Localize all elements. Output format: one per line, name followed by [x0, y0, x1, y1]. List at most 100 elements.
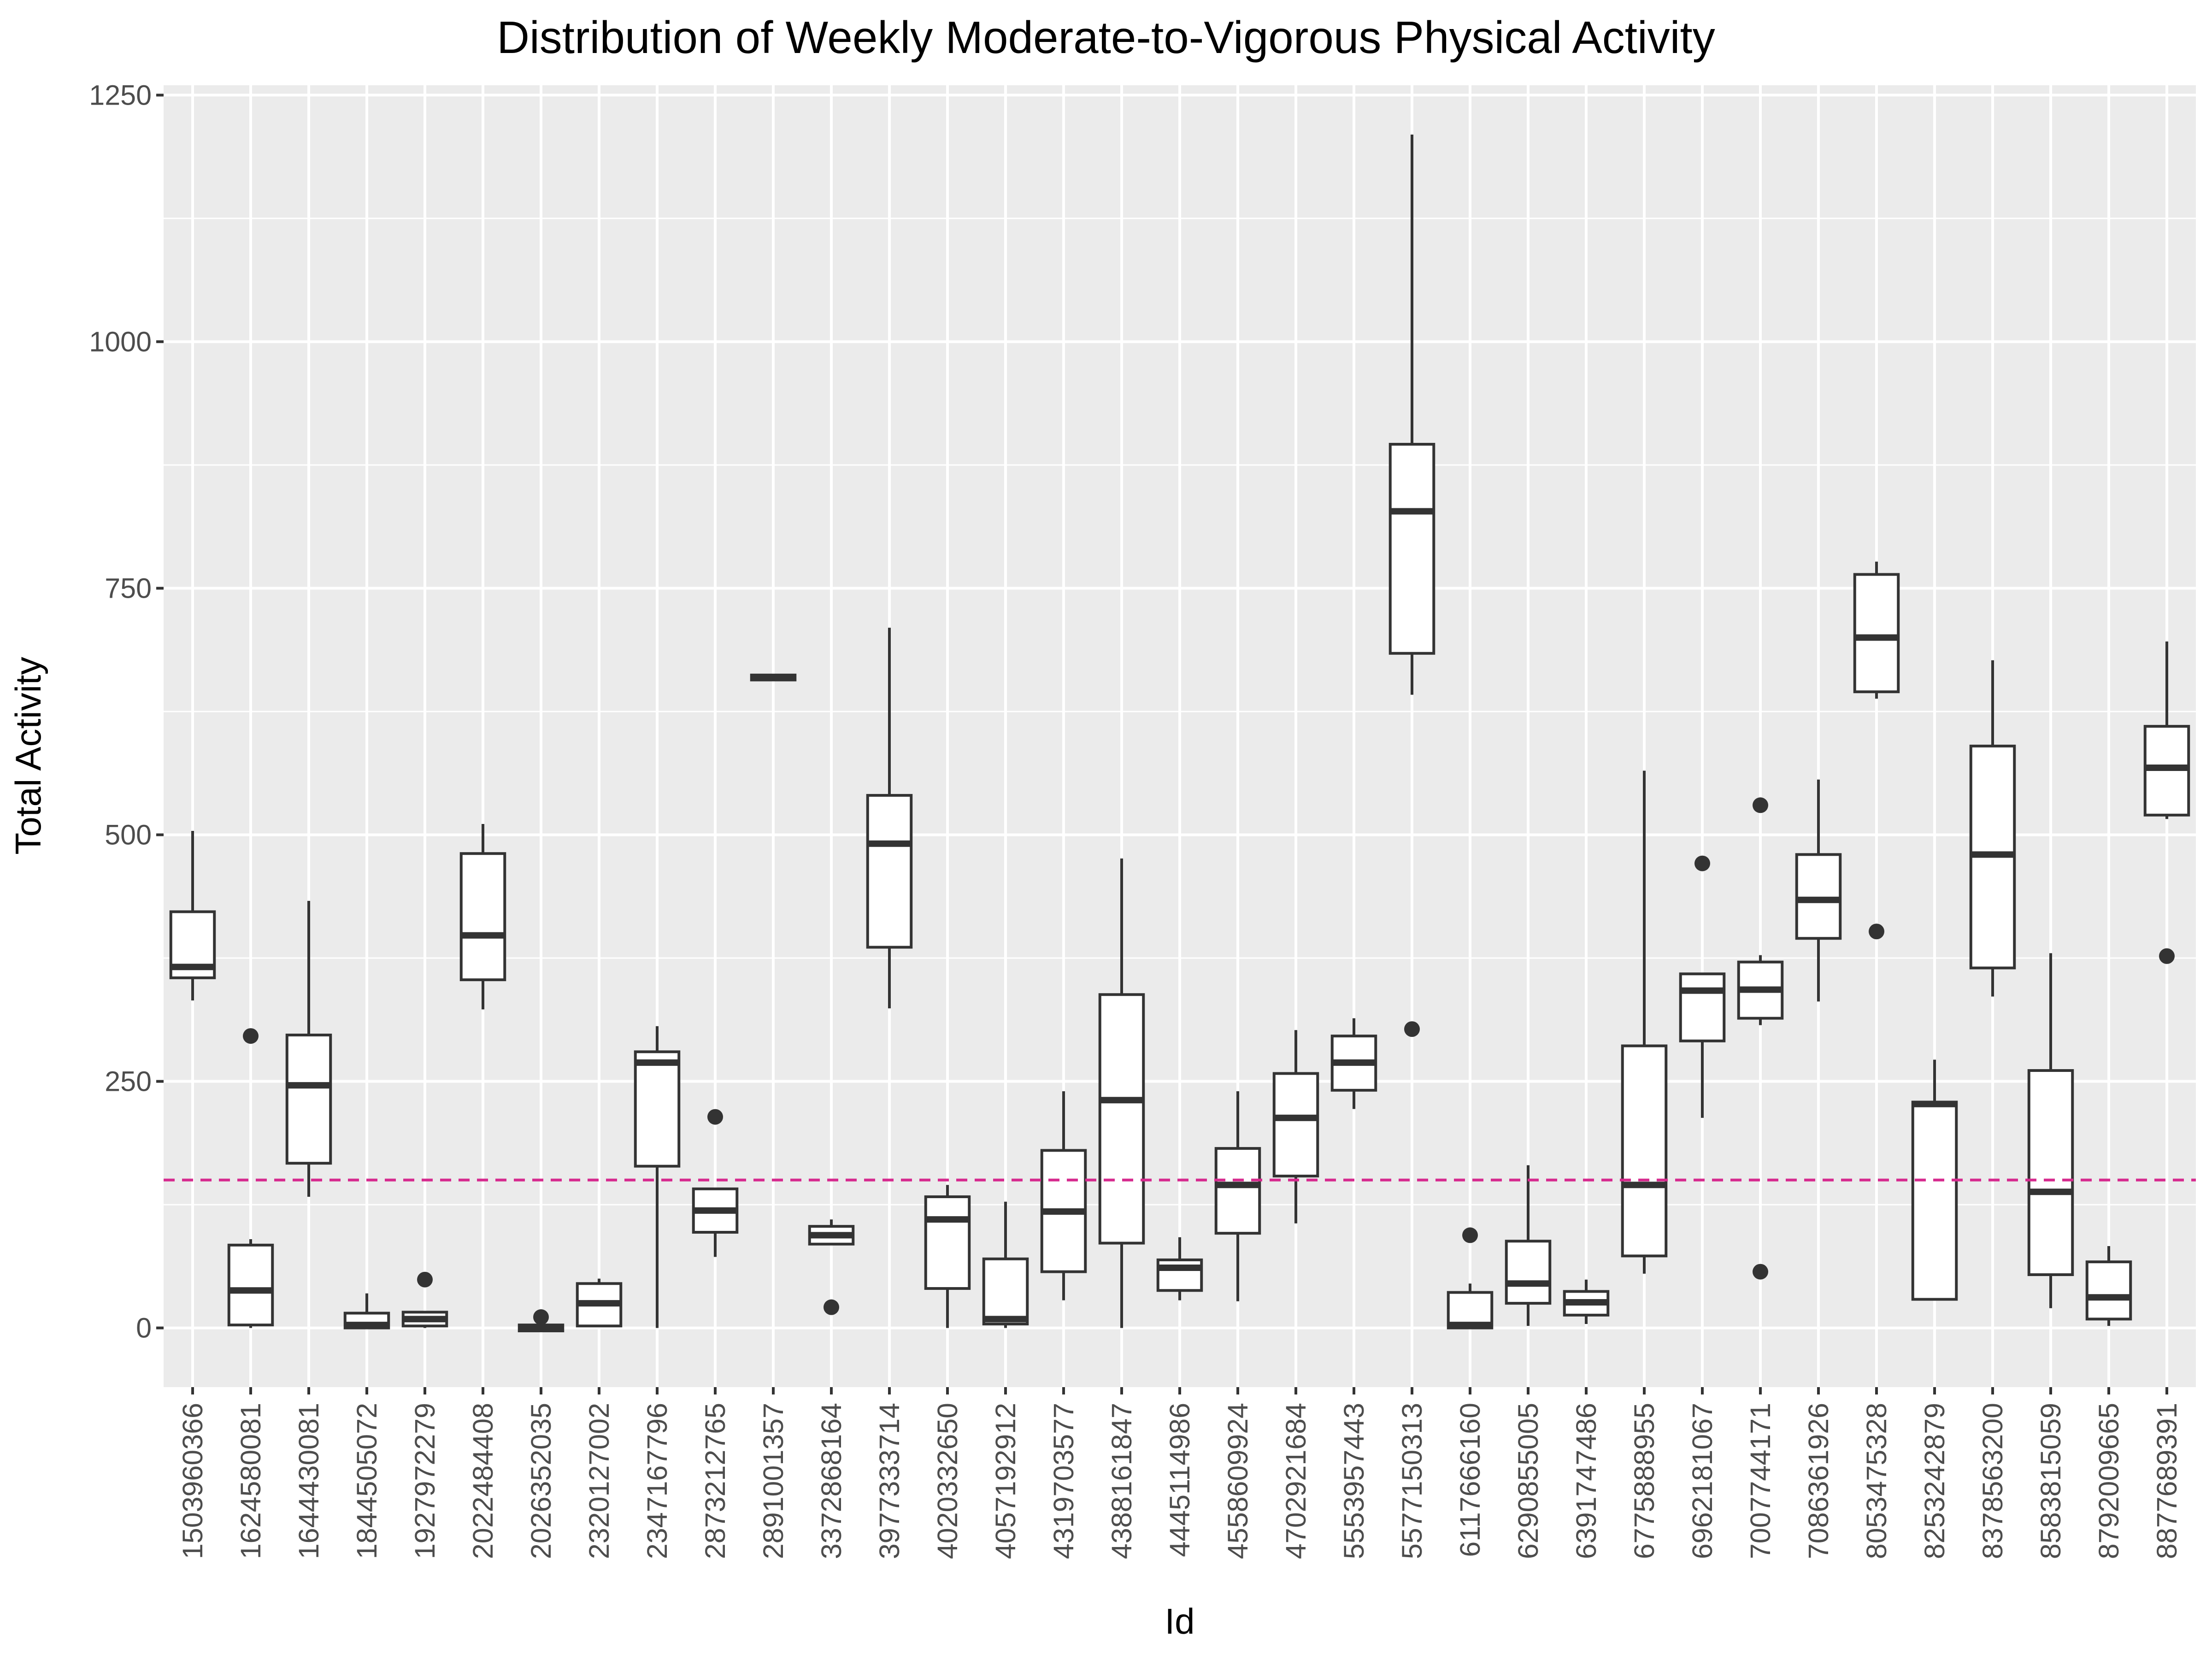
box-iqr — [1853, 573, 1900, 694]
box-iqr — [1911, 1100, 1958, 1301]
x-tick-label: 4020332650 — [932, 1403, 963, 1559]
box-iqr — [1098, 993, 1145, 1245]
x-tick-label: 2320127002 — [583, 1403, 615, 1559]
x-tick-label: 6117666160 — [1454, 1403, 1486, 1557]
x-tick-label: 4388161847 — [1106, 1403, 1137, 1559]
y-tick-label: 500 — [105, 819, 152, 851]
x-tick-label: 4319703577 — [1048, 1403, 1079, 1559]
outlier-point — [2159, 948, 2175, 964]
y-tick-label: 250 — [105, 1066, 152, 1097]
x-tick-label: 3977333714 — [874, 1403, 905, 1559]
outlier-point — [707, 1109, 723, 1125]
box-iqr — [1795, 853, 1842, 940]
grid-lines — [164, 85, 2196, 1387]
x-tick-label: 4702921684 — [1280, 1403, 1312, 1559]
x-tick-label: 8253242879 — [1919, 1403, 1950, 1559]
box-8583815059 — [2027, 953, 2074, 1308]
box-iqr — [866, 794, 913, 949]
outlier-point — [824, 1299, 839, 1315]
x-tick-label: 2891001357 — [758, 1403, 789, 1559]
outlier-point — [533, 1309, 549, 1325]
x-tick-label: 3372868164 — [816, 1403, 847, 1559]
x-tick-label: 6962181067 — [1687, 1403, 1718, 1559]
x-tick-label: 1644430081 — [293, 1403, 324, 1559]
box-7086361926 — [1795, 779, 1842, 1002]
x-tick-label: 7086361926 — [1803, 1403, 1834, 1559]
x-tick-label: 4445114986 — [1164, 1403, 1195, 1557]
box-iqr — [1214, 1147, 1261, 1235]
outlier-point — [417, 1271, 433, 1288]
y-tick-label: 750 — [105, 572, 152, 604]
box-4445114986 — [1156, 1237, 1203, 1300]
x-tick-label: 1927972279 — [409, 1403, 441, 1559]
box-4558609924 — [1214, 1091, 1261, 1301]
y-tick-label: 1250 — [89, 79, 152, 111]
box-iqr — [2027, 1069, 2074, 1277]
x-tick-label: 7007744171 — [1745, 1403, 1776, 1559]
outlier-point — [1404, 1021, 1420, 1037]
box-iqr — [924, 1195, 971, 1290]
box-4702921684 — [1272, 1030, 1319, 1224]
box-1624580081 — [227, 1028, 274, 1328]
x-tick-label: 8053475328 — [1861, 1403, 1892, 1559]
box-3372868164 — [808, 1219, 855, 1315]
box-1844505072 — [343, 1293, 390, 1330]
box-2347167796 — [634, 1026, 681, 1328]
x-tick-label: 4057192912 — [990, 1403, 1021, 1559]
box-iqr — [285, 1033, 332, 1165]
box-8378563200 — [1969, 660, 2016, 997]
x-tick-label: 8792009665 — [2093, 1403, 2124, 1559]
x-tick-label: 1624580081 — [235, 1403, 266, 1559]
outlier-point — [1869, 924, 1884, 940]
boxes — [169, 135, 2190, 1333]
box-1503960366 — [169, 830, 216, 1001]
x-tick-label: 4558609924 — [1222, 1403, 1253, 1559]
x-axis-title: Id — [1165, 1601, 1194, 1641]
x-tick-label: 2026352035 — [525, 1403, 557, 1559]
box-iqr — [634, 1050, 681, 1168]
x-tick-label: 2873212765 — [700, 1403, 731, 1559]
x-tick-label: 2022484408 — [467, 1403, 499, 1559]
box-iqr — [1272, 1072, 1319, 1178]
box-iqr — [1505, 1240, 1552, 1305]
box-5577150313 — [1388, 135, 1435, 1037]
box-iqr — [1621, 1044, 1668, 1258]
outlier-point — [1694, 855, 1710, 871]
y-axis-title: Total Activity — [8, 657, 48, 854]
box-4020332650 — [924, 1185, 971, 1328]
box-7007744171 — [1737, 797, 1784, 1280]
x-tick-label: 1503960366 — [177, 1403, 208, 1559]
box-2873212765 — [692, 1109, 739, 1257]
box-3977333714 — [866, 628, 913, 1009]
box-8053475328 — [1853, 561, 1900, 940]
x-tick-label: 2347167796 — [641, 1403, 673, 1559]
box-1644430081 — [285, 900, 332, 1197]
box-8253242879 — [1911, 1059, 1958, 1301]
outlier-point — [1753, 1264, 1768, 1280]
box-4057192912 — [982, 1201, 1029, 1328]
box-6962181067 — [1679, 855, 1726, 1118]
box-6775888955 — [1621, 771, 1668, 1274]
x-tick-label: 8877689391 — [2151, 1403, 2183, 1559]
x-tick-label: 5577150313 — [1396, 1403, 1428, 1559]
box-4388161847 — [1098, 858, 1145, 1328]
box-5553957443 — [1330, 1018, 1377, 1109]
box-2320127002 — [576, 1278, 623, 1328]
box-iqr — [1679, 972, 1726, 1042]
box-8792009665 — [2085, 1246, 2132, 1326]
box-iqr — [1388, 443, 1435, 655]
box-iqr — [982, 1257, 1029, 1326]
box-6290855005 — [1505, 1165, 1552, 1326]
box-1927972279 — [401, 1271, 448, 1328]
box-iqr — [459, 852, 506, 982]
box-6117666160 — [1447, 1227, 1494, 1330]
outlier-point — [1462, 1227, 1478, 1243]
chart-title: Distribution of Weekly Moderate-to-Vigor… — [497, 12, 1715, 63]
x-tick-label: 8583815059 — [2035, 1403, 2066, 1559]
box-4319703577 — [1040, 1091, 1087, 1300]
x-tick-label: 1844505072 — [351, 1403, 382, 1559]
box-2022484408 — [459, 824, 506, 1010]
x-tick-label: 8378563200 — [1977, 1403, 2008, 1559]
box-8877689391 — [2143, 641, 2190, 964]
